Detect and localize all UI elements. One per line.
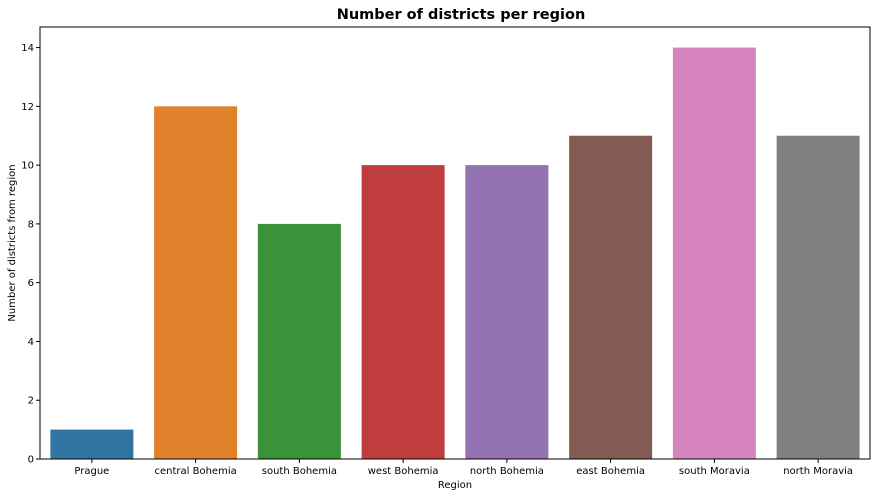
y-tick-label: 4 xyxy=(28,337,34,348)
y-tick-label: 8 xyxy=(28,219,34,230)
y-tick-label: 12 xyxy=(21,102,34,113)
x-tick-label: Prague xyxy=(74,466,109,477)
bar-central-bohemia xyxy=(154,106,238,460)
x-axis-label: Region xyxy=(438,480,472,491)
bars-layer xyxy=(50,47,860,460)
y-tick-label: 14 xyxy=(21,43,34,54)
x-tick-label: west Bohemia xyxy=(368,466,439,477)
x-tick-label: east Bohemia xyxy=(576,466,645,477)
x-ticks: Prague central Bohemia south Bohemia west B… xyxy=(74,459,853,477)
plot-frame xyxy=(39,26,871,460)
bar-east-bohemia xyxy=(569,135,653,460)
bar-south-moravia xyxy=(672,47,756,459)
axes-layer xyxy=(39,26,871,460)
y-ticks: 0 2 4 6 8 10 12 14 xyxy=(21,43,40,466)
y-axis-label: Number of districts from region xyxy=(7,164,18,321)
y-tick-label: 6 xyxy=(28,278,34,289)
x-tick-label: central Bohemia xyxy=(155,466,237,477)
x-tick-label: south Moravia xyxy=(679,466,750,477)
x-tick-label: north Bohemia xyxy=(470,466,544,477)
y-tick-label: 2 xyxy=(28,396,34,407)
chart-title: Number of districts per region xyxy=(337,7,586,23)
bar-west-bohemia xyxy=(361,165,445,460)
y-tick-label: 10 xyxy=(21,161,34,172)
bar-north-moravia xyxy=(776,135,860,460)
bar-south-bohemia xyxy=(257,223,341,459)
bar-north-bohemia xyxy=(465,165,549,460)
x-tick-label: north Moravia xyxy=(783,466,853,477)
x-tick-label: south Bohemia xyxy=(262,466,337,477)
y-tick-label: 0 xyxy=(28,455,34,466)
bar-prague xyxy=(50,429,134,459)
